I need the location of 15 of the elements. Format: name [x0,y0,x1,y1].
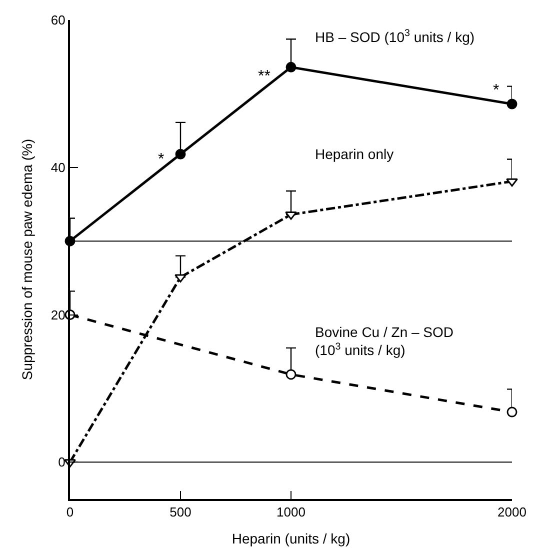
x-axis-title: Heparin (units / kg) [232,530,350,546]
text: Heparin only [315,146,394,162]
y-tick-label: 0 [58,454,66,470]
annotation: * [158,151,164,168]
x-tick-label: 2000 [498,504,526,520]
x-tick-label: 500 [170,504,192,520]
y-tick-label: 40 [50,160,66,175]
y-axis-title: Suppression of mouse paw edema (%) [19,138,36,380]
x-tick-label: 1000 [276,504,306,520]
series-label: HB – SOD (10$^{3}$ units / kg) [315,28,475,45]
y-tick-label: 60 [50,12,66,28]
series-label: Bovine Cu / Zn – SOD (10$^{3}$ units / kg) [315,324,454,358]
annotation: ** [258,68,270,85]
annotation: * [493,82,500,99]
y-tick-label: 20 [50,307,66,322]
